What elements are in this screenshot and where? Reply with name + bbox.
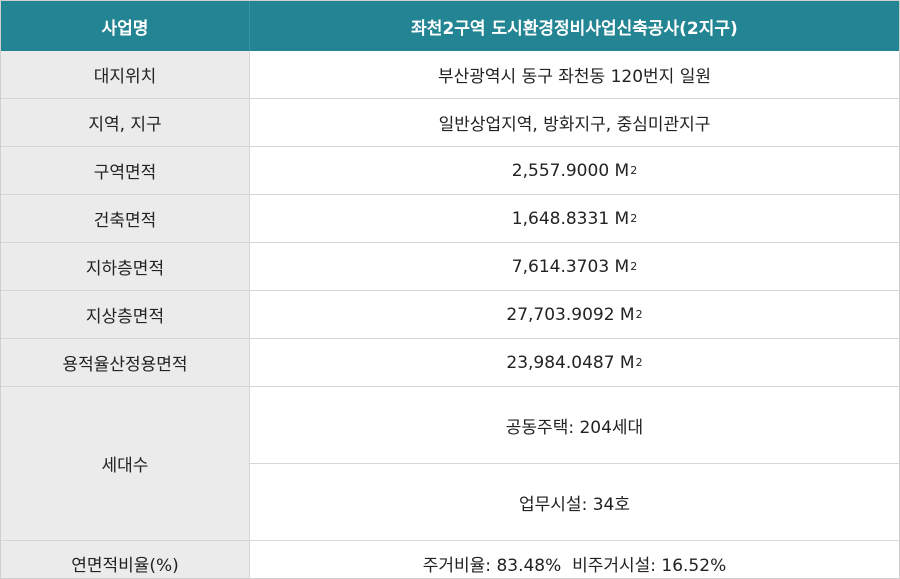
- header-label: 사업명: [1, 1, 250, 51]
- row-label: 연면적비율(%): [1, 541, 250, 578]
- row-label: 지하층면적: [1, 243, 250, 290]
- area-value: 1,648.8331 M: [511, 208, 630, 229]
- row-value: 일반상업지역, 방화지구, 중심미관지구: [250, 99, 899, 146]
- row-label: 세대수: [1, 387, 250, 540]
- unit-superscript: 2: [630, 164, 638, 177]
- row-label: 용적율산정용면적: [1, 339, 250, 386]
- area-value: 23,984.0487 M: [506, 352, 635, 373]
- row-label: 구역면적: [1, 147, 250, 194]
- household-apartment: 공동주택: 204세대: [250, 387, 899, 464]
- table-row-households: 세대수 공동주택: 204세대 업무시설: 34호: [1, 387, 899, 541]
- table-row-zoning: 지역, 지구 일반상업지역, 방화지구, 중심미관지구: [1, 99, 899, 147]
- row-label: 지상층면적: [1, 291, 250, 338]
- unit-superscript: 2: [630, 212, 638, 225]
- household-values: 공동주택: 204세대 업무시설: 34호: [250, 387, 899, 540]
- project-name: 좌천2구역 도시환경정비사업신축공사(2지구): [250, 1, 899, 51]
- area-value: 7,614.3703 M: [511, 256, 630, 277]
- table-row-floor-area-ratio: 연면적비율(%) 주거비율: 83.48% 비주거시설: 16.52%: [1, 541, 899, 578]
- household-office: 업무시설: 34호: [519, 494, 630, 515]
- unit-superscript: 2: [635, 308, 643, 321]
- area-value: 2,557.9000 M: [511, 160, 630, 181]
- row-label: 건축면적: [1, 195, 250, 242]
- unit-superscript: 2: [635, 356, 643, 369]
- table-row-site-location: 대지위치 부산광역시 동구 좌천동 120번지 일원: [1, 51, 899, 99]
- unit-superscript: 2: [630, 260, 638, 273]
- row-label: 대지위치: [1, 51, 250, 98]
- row-value: 부산광역시 동구 좌천동 120번지 일원: [250, 51, 899, 98]
- table-header-row: 사업명 좌천2구역 도시환경정비사업신축공사(2지구): [1, 1, 899, 51]
- row-value: 주거비율: 83.48% 비주거시설: 16.52%: [250, 541, 899, 578]
- row-label: 지역, 지구: [1, 99, 250, 146]
- area-value: 27,703.9092 M: [506, 304, 635, 325]
